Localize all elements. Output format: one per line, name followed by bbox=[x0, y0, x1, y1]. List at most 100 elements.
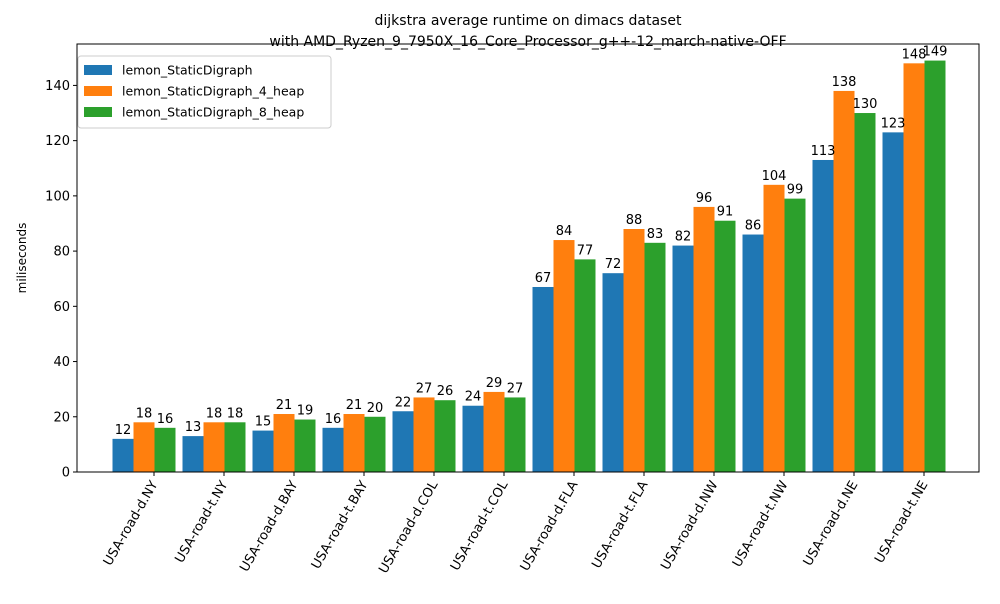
bar-value-label: 20 bbox=[367, 401, 384, 416]
chart-title-line-2: with AMD_Ryzen_9_7950X_16_Core_Processor… bbox=[269, 34, 786, 50]
bar-value-label: 13 bbox=[185, 420, 202, 435]
bar-value-label: 123 bbox=[881, 116, 906, 131]
bar-value-label: 21 bbox=[276, 398, 293, 413]
bar bbox=[812, 159, 834, 473]
bar-value-label: 99 bbox=[787, 183, 804, 198]
legend-swatch bbox=[84, 65, 112, 75]
bar bbox=[112, 438, 134, 472]
bar bbox=[903, 63, 925, 472]
bar bbox=[742, 234, 764, 472]
bar-value-label: 86 bbox=[745, 219, 762, 234]
bar-value-label: 130 bbox=[853, 97, 878, 112]
bar-value-label: 83 bbox=[647, 227, 664, 242]
bar bbox=[672, 245, 694, 472]
bar-value-label: 15 bbox=[255, 415, 272, 430]
bar bbox=[693, 206, 715, 472]
bars-layer bbox=[112, 60, 946, 473]
bar-value-label: 27 bbox=[416, 381, 433, 396]
x-tick-label: USA-road-d.NE bbox=[801, 479, 862, 569]
x-tick-label: USA-road-d.NY bbox=[101, 478, 162, 568]
bar bbox=[504, 397, 526, 472]
legend-label: lemon_StaticDigraph_4_heap bbox=[122, 84, 304, 99]
x-tick-label: USA-road-t.BAY bbox=[309, 478, 372, 571]
x-tick-label: USA-road-t.NE bbox=[872, 479, 931, 567]
bar-value-label: 84 bbox=[556, 224, 573, 239]
bar-value-label: 149 bbox=[923, 45, 948, 60]
bar-value-label: 67 bbox=[535, 271, 552, 286]
bar-value-label: 104 bbox=[762, 169, 787, 184]
bar bbox=[182, 436, 204, 472]
x-tick-label: USA-road-t.COL bbox=[448, 478, 512, 574]
bar bbox=[294, 419, 316, 472]
bar bbox=[924, 60, 946, 472]
bar bbox=[483, 391, 505, 472]
bar bbox=[462, 405, 484, 472]
bar-value-label: 12 bbox=[115, 423, 132, 438]
x-tick-label: USA-road-d.FLA bbox=[518, 478, 582, 574]
y-axis: 0 20 40 60 80 100 120 140 bbox=[45, 79, 77, 481]
bar bbox=[343, 414, 365, 472]
bar-value-label: 19 bbox=[297, 404, 314, 419]
legend-swatch bbox=[84, 86, 112, 96]
legend-label: lemon_StaticDigraph bbox=[122, 63, 253, 78]
x-tick-label: USA-road-t.NY bbox=[172, 478, 231, 565]
x-tick-label: USA-road-d.NW bbox=[658, 478, 721, 572]
y-tick-label: 0 bbox=[62, 466, 70, 481]
bar bbox=[224, 422, 246, 472]
bar bbox=[833, 90, 855, 473]
y-axis-label: miliseconds bbox=[15, 223, 29, 294]
bar-value-label: 138 bbox=[832, 75, 857, 90]
bar bbox=[882, 132, 904, 472]
bar bbox=[273, 414, 295, 472]
bar-value-label: 26 bbox=[437, 384, 454, 399]
legend: lemon_StaticDigraph lemon_StaticDigraph_4… bbox=[77, 55, 332, 129]
bar bbox=[322, 427, 344, 472]
plot-frame bbox=[76, 43, 980, 473]
bar-value-label: 82 bbox=[675, 230, 692, 245]
x-tick-label: USA-road-d.COL bbox=[376, 478, 441, 576]
y-tick-label: 40 bbox=[53, 355, 70, 370]
bar-value-label: 21 bbox=[346, 398, 363, 413]
bar bbox=[413, 397, 435, 472]
bar-value-label: 27 bbox=[507, 381, 524, 396]
x-tick-label: USA-road-t.NW bbox=[730, 478, 792, 570]
y-tick-label: 120 bbox=[45, 134, 70, 149]
bar-value-label: 16 bbox=[325, 412, 342, 427]
x-tick-label: USA-road-t.FLA bbox=[589, 478, 651, 571]
bar bbox=[532, 286, 554, 472]
y-tick-label: 100 bbox=[45, 189, 70, 204]
bar-value-label: 77 bbox=[577, 243, 594, 258]
bar-value-label: 18 bbox=[136, 406, 153, 421]
x-tick-label: USA-road-d.BAY bbox=[237, 478, 301, 574]
bar bbox=[644, 242, 666, 472]
bar bbox=[714, 220, 736, 472]
y-tick-label: 60 bbox=[53, 300, 70, 315]
bar-value-label: 148 bbox=[902, 47, 927, 62]
bar bbox=[364, 416, 386, 472]
bar bbox=[602, 273, 624, 472]
bar bbox=[784, 198, 806, 472]
y-tick-label: 140 bbox=[45, 79, 70, 94]
bar-value-label: 18 bbox=[206, 406, 223, 421]
legend-box bbox=[77, 55, 332, 129]
bar-value-labels: 12 13 15 16 22 24 67 72 82 86 113 123 18 18 21 21 27 29 84… bbox=[115, 45, 948, 438]
bar bbox=[574, 259, 596, 472]
x-axis: USA-road-d.NY USA-road-t.NY USA-road-d.BAY… bbox=[101, 472, 931, 576]
bar bbox=[854, 113, 876, 472]
bar-value-label: 113 bbox=[811, 144, 836, 159]
bar bbox=[252, 430, 274, 472]
bar-value-label: 24 bbox=[465, 390, 482, 405]
bar bbox=[203, 422, 225, 472]
bar bbox=[553, 240, 575, 472]
legend-label: lemon_StaticDigraph_8_heap bbox=[122, 105, 304, 120]
bar bbox=[623, 229, 645, 472]
bar bbox=[154, 427, 176, 472]
bar-value-label: 91 bbox=[717, 205, 734, 220]
bar bbox=[133, 422, 155, 472]
bar bbox=[763, 184, 785, 472]
bar-value-label: 18 bbox=[227, 406, 244, 421]
bar-value-label: 22 bbox=[395, 395, 412, 410]
bar-value-label: 88 bbox=[626, 213, 643, 228]
bar-value-label: 96 bbox=[696, 191, 713, 206]
